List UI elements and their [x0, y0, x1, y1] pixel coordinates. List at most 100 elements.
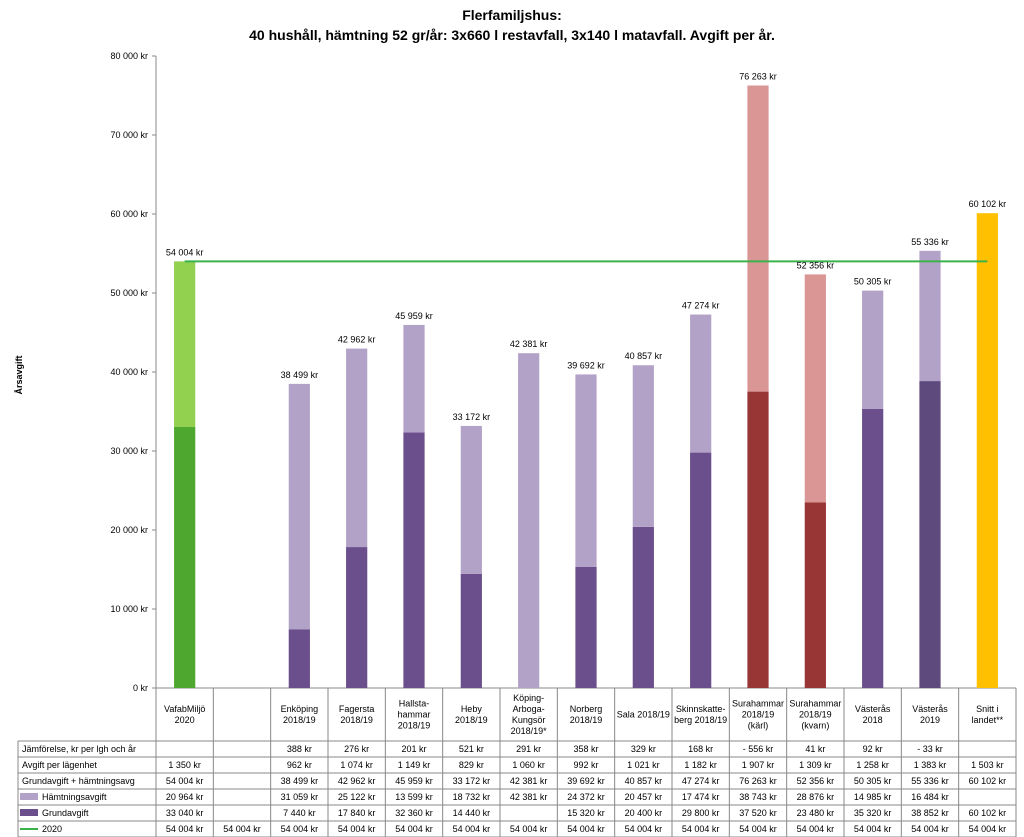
table-cell: 20 400 kr [625, 808, 663, 818]
table-cell: 50 305 kr [854, 776, 892, 786]
bar-grundavgift [174, 426, 196, 688]
y-tick-labels: 0 kr 10 000 kr 20 000 kr 30 000 kr 40 000 kr… [110, 51, 148, 693]
table-cell: 201 kr [401, 744, 426, 754]
bar-grundavgift [403, 432, 425, 688]
table-cell: 38 499 kr [281, 776, 319, 786]
table-cell: 60 102 kr [969, 808, 1007, 818]
table-cell: 45 959 kr [395, 776, 433, 786]
table-cell: 42 381 kr [510, 776, 548, 786]
category-label: (kärl) [748, 721, 769, 731]
category-label: hammar [397, 710, 430, 720]
table-cell: 33 040 kr [166, 808, 204, 818]
table-cell: 20 457 kr [625, 792, 663, 802]
category-label: Enköping [281, 704, 319, 714]
table-cell: 54 004 kr [166, 776, 204, 786]
table-cell: 37 520 kr [739, 808, 777, 818]
y-tick-label: 50 000 kr [110, 288, 148, 298]
y-tick-label: 10 000 kr [110, 604, 148, 614]
table-cell: - 556 kr [743, 744, 774, 754]
bar-hamtningsavgift [346, 348, 368, 548]
category-label: Surahammar [789, 699, 841, 709]
bar-hamtningsavgift [862, 290, 884, 409]
table-cell: 1 074 kr [340, 760, 373, 770]
chart-title-line1: Flerfamiljshus: [462, 7, 562, 23]
table-row-label: Avgift per lägenhet [22, 760, 97, 770]
table-row-label: Jämförelse, kr per lgh och år [22, 744, 136, 754]
table-cell: 24 372 kr [567, 792, 605, 802]
bar-grundavgift [804, 502, 826, 688]
table-cell: 54 004 kr [969, 824, 1007, 834]
table-cell: 32 360 kr [395, 808, 433, 818]
bar-grundavgift [690, 452, 712, 688]
table-cell: 60 102 kr [969, 776, 1007, 786]
bar-grundavgift [976, 213, 998, 688]
category-label: Kungsör [512, 715, 546, 725]
table-cell: 18 732 kr [453, 792, 491, 802]
category-label: 2018/19 [570, 715, 603, 725]
table-cell: 23 480 kr [797, 808, 835, 818]
table-cell: 33 172 kr [453, 776, 491, 786]
table-cell: 291 kr [516, 744, 541, 754]
bar-grundavgift [460, 573, 482, 688]
table-cell: 47 274 kr [682, 776, 720, 786]
category-label: Arboga- [513, 704, 545, 714]
data-label-total: 45 959 kr [395, 311, 433, 321]
table-cell: 7 440 kr [283, 808, 316, 818]
bar-hamtningsavgift [460, 425, 482, 574]
bar-hamtningsavgift [518, 353, 540, 688]
category-label: 2019 [920, 715, 940, 725]
category-label: Sala 2018/19 [617, 710, 670, 720]
table-cell: 521 kr [459, 744, 484, 754]
y-tick-label: 60 000 kr [110, 209, 148, 219]
table-cell: - 33 kr [917, 744, 943, 754]
table-cell: 54 004 kr [625, 824, 663, 834]
table-cell: 388 kr [287, 744, 312, 754]
table-cell: 1 060 kr [512, 760, 545, 770]
table-cell: 1 907 kr [742, 760, 775, 770]
table-cell: 276 kr [344, 744, 369, 754]
bar-grundavgift [919, 381, 941, 688]
table-cell: 38 743 kr [739, 792, 777, 802]
table-cell: 54 004 kr [395, 824, 433, 834]
table-cell: 40 857 kr [625, 776, 663, 786]
bar-hamtningsavgift [747, 85, 769, 392]
data-label-total: 39 692 kr [567, 360, 605, 370]
table-cell: 13 599 kr [395, 792, 433, 802]
table-cell: 55 336 kr [911, 776, 949, 786]
bar-hamtningsavgift [690, 314, 712, 453]
table-cell: 31 059 kr [281, 792, 319, 802]
category-label: Surahammar [732, 699, 784, 709]
table-cell: 54 004 kr [166, 824, 204, 834]
table-cell: 29 800 kr [682, 808, 720, 818]
data-label-total: 55 336 kr [911, 237, 949, 247]
table-cell: 17 840 kr [338, 808, 376, 818]
table-cell: 39 692 kr [567, 776, 605, 786]
bar-grundavgift [747, 391, 769, 688]
y-tick-label: 20 000 kr [110, 525, 148, 535]
table-cell: 168 kr [688, 744, 713, 754]
category-label: 2018/19 [799, 710, 832, 720]
table-cell: 54 004 kr [739, 824, 777, 834]
category-label: Skinnskatte- [676, 704, 726, 714]
bar-hamtningsavgift [288, 383, 310, 630]
table-cell: 16 484 kr [911, 792, 949, 802]
data-label-total: 33 172 kr [453, 412, 491, 422]
table-row-label: 2020 [42, 824, 62, 834]
table-cell: 962 kr [287, 760, 312, 770]
data-label-total: 40 857 kr [625, 351, 663, 361]
category-label: Hallsta- [399, 699, 430, 709]
table-cell: 15 320 kr [567, 808, 605, 818]
bar-grundavgift [288, 629, 310, 688]
table-cell: 1 149 kr [398, 760, 431, 770]
table-cell: 35 320 kr [854, 808, 892, 818]
bar-grundavgift [346, 547, 368, 688]
data-table: VafabMiljö2020Enköping2018/19Fagersta201… [17, 688, 1017, 837]
table-cell: 14 985 kr [854, 792, 892, 802]
category-label: (kvarn) [801, 721, 829, 731]
category-label: 2018/19 [340, 715, 373, 725]
table-cell: 1 383 kr [914, 760, 947, 770]
data-label-total: 42 381 kr [510, 339, 548, 349]
data-label-total: 54 004 kr [166, 247, 204, 257]
